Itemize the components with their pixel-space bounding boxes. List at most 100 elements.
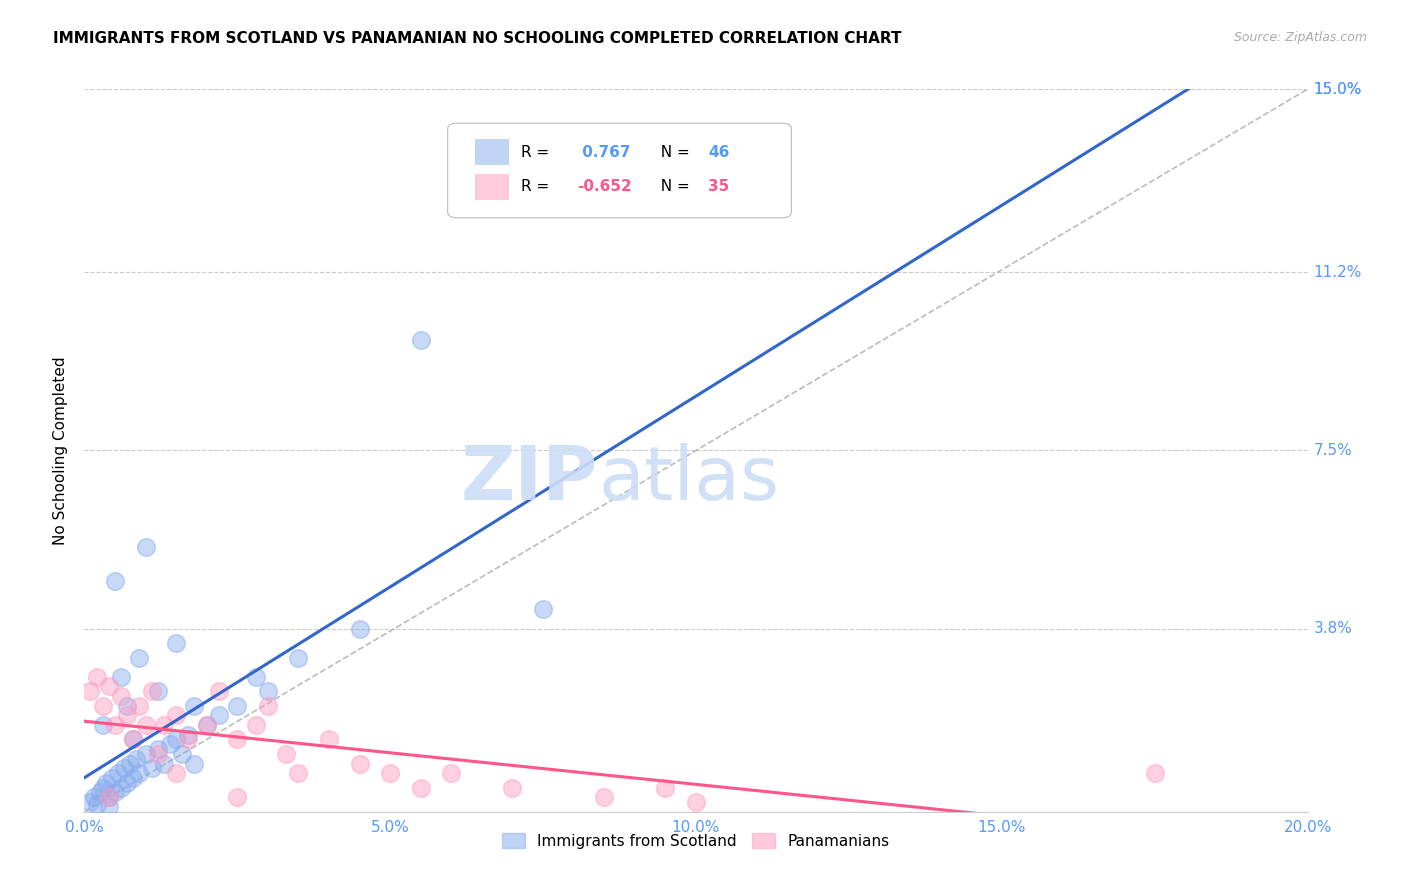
Point xyxy=(97,790,120,805)
Point xyxy=(112,761,135,775)
Point xyxy=(165,708,187,723)
Text: 46: 46 xyxy=(709,145,730,160)
Point xyxy=(135,747,157,761)
Text: atlas: atlas xyxy=(598,442,779,516)
Point xyxy=(122,732,145,747)
Point xyxy=(91,698,114,713)
Text: N =: N = xyxy=(651,179,695,194)
Point xyxy=(94,776,117,790)
Point xyxy=(159,737,181,751)
Point xyxy=(172,747,194,761)
Text: R =: R = xyxy=(522,179,554,194)
Point xyxy=(183,698,205,713)
Point xyxy=(287,766,309,780)
Bar xyxy=(475,174,509,200)
Point xyxy=(122,732,145,747)
Point xyxy=(110,670,132,684)
Point xyxy=(409,780,432,795)
Point xyxy=(83,790,105,805)
Point xyxy=(86,670,108,684)
FancyBboxPatch shape xyxy=(447,123,792,218)
Point xyxy=(135,718,157,732)
Point xyxy=(104,718,127,732)
Text: N =: N = xyxy=(651,145,695,160)
Point xyxy=(91,780,114,795)
Point xyxy=(165,766,187,780)
Point xyxy=(226,790,249,805)
Point xyxy=(208,708,231,723)
Text: ZIP: ZIP xyxy=(461,442,598,516)
Point xyxy=(79,795,101,809)
Point xyxy=(165,732,187,747)
Point xyxy=(120,756,142,771)
Point xyxy=(135,540,157,554)
Point xyxy=(685,795,707,809)
Point xyxy=(91,718,114,732)
Point xyxy=(502,780,524,795)
Point xyxy=(110,689,132,703)
Point xyxy=(128,650,150,665)
Point xyxy=(146,747,169,761)
Point xyxy=(349,756,371,771)
Point xyxy=(86,797,108,812)
Text: R =: R = xyxy=(522,145,554,160)
Point xyxy=(122,771,145,785)
Text: 35: 35 xyxy=(709,179,730,194)
Point xyxy=(654,780,676,795)
Point xyxy=(115,708,138,723)
Point xyxy=(146,684,169,698)
Point xyxy=(125,752,148,766)
Point xyxy=(141,684,163,698)
Point xyxy=(165,636,187,650)
Text: Source: ZipAtlas.com: Source: ZipAtlas.com xyxy=(1233,31,1367,45)
Point xyxy=(195,718,218,732)
Point xyxy=(153,756,176,771)
Point xyxy=(287,650,309,665)
Point xyxy=(183,756,205,771)
Point xyxy=(97,680,120,694)
Point xyxy=(146,742,169,756)
Text: 15.0%: 15.0% xyxy=(1313,82,1362,96)
Point xyxy=(97,800,120,814)
Point xyxy=(110,780,132,795)
Text: 11.2%: 11.2% xyxy=(1313,265,1362,280)
Point xyxy=(257,698,280,713)
Text: 15.0%: 15.0% xyxy=(1313,82,1362,96)
Point xyxy=(104,574,127,588)
Point xyxy=(349,622,371,636)
Point xyxy=(79,684,101,698)
Point xyxy=(1143,766,1166,780)
Point xyxy=(128,698,150,713)
Point xyxy=(380,766,402,780)
Point xyxy=(257,684,280,698)
Point xyxy=(208,684,231,698)
Text: 7.5%: 7.5% xyxy=(1313,443,1353,458)
Text: -0.652: -0.652 xyxy=(578,179,633,194)
Point xyxy=(115,698,138,713)
Point xyxy=(409,333,432,347)
Point xyxy=(195,718,218,732)
Point xyxy=(177,728,200,742)
Text: IMMIGRANTS FROM SCOTLAND VS PANAMANIAN NO SCHOOLING COMPLETED CORRELATION CHART: IMMIGRANTS FROM SCOTLAND VS PANAMANIAN N… xyxy=(53,31,901,46)
Text: 0.767: 0.767 xyxy=(578,145,631,160)
Point xyxy=(226,732,249,747)
Point xyxy=(245,718,267,732)
Point xyxy=(107,766,129,780)
Point xyxy=(97,790,120,805)
Legend: Immigrants from Scotland, Panamanians: Immigrants from Scotland, Panamanians xyxy=(496,827,896,855)
Point xyxy=(593,790,616,805)
Point xyxy=(177,732,200,747)
Point xyxy=(440,766,463,780)
Bar xyxy=(475,139,509,165)
Point xyxy=(89,785,111,799)
Point xyxy=(104,785,127,799)
Point xyxy=(245,670,267,684)
Y-axis label: No Schooling Completed: No Schooling Completed xyxy=(53,356,69,545)
Point xyxy=(101,771,124,785)
Point xyxy=(115,776,138,790)
Text: 3.8%: 3.8% xyxy=(1313,621,1353,636)
Point xyxy=(531,602,554,616)
Point xyxy=(153,718,176,732)
Point xyxy=(318,732,340,747)
Point xyxy=(141,761,163,775)
